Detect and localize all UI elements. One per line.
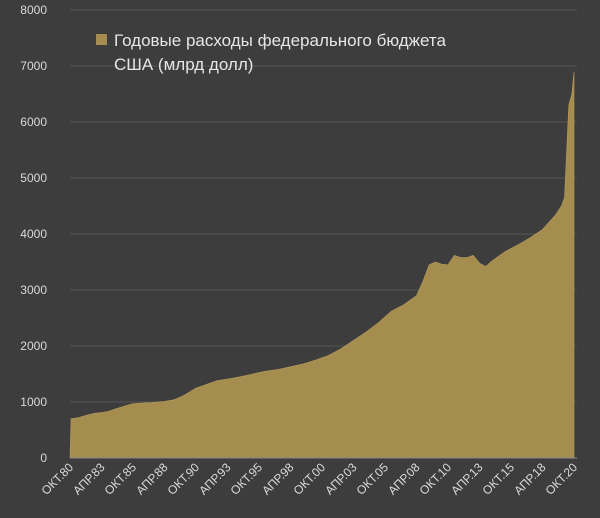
y-tick-label-8000: 8000 xyxy=(20,3,47,17)
x-tick-label-5: АПР.93 xyxy=(196,460,234,498)
y-tick-label-6000: 6000 xyxy=(20,115,47,129)
x-tick-label-12: ОКТ.10 xyxy=(417,460,455,498)
y-tick-label-7000: 7000 xyxy=(20,59,47,73)
x-tick-label-15: АПР.18 xyxy=(511,460,549,498)
y-tick-labels: 0 1000 2000 3000 4000 5000 6000 7000 8000 xyxy=(20,3,47,465)
y-tick-label-2000: 2000 xyxy=(20,339,47,353)
legend-label-line-2: США (млрд долл) xyxy=(114,55,253,74)
x-tick-label-11: АПР.08 xyxy=(385,460,423,498)
x-tick-label-6: ОКТ.95 xyxy=(228,460,266,498)
y-tick-label-3000: 3000 xyxy=(20,283,47,297)
gridlines xyxy=(70,9,577,403)
x-tick-label-4: ОКТ.90 xyxy=(165,460,203,498)
area-spending xyxy=(69,71,575,459)
x-tick-label-8: ОКТ.00 xyxy=(291,460,329,498)
x-tick-label-14: ОКТ.15 xyxy=(480,460,518,498)
legend-swatch xyxy=(96,34,107,45)
legend: Годовые расходы федерального бюджета США… xyxy=(96,31,446,74)
legend-label-line-1: Годовые расходы федерального бюджета xyxy=(114,31,446,50)
y-tick-label-4000: 4000 xyxy=(20,227,47,241)
y-tick-label-0: 0 xyxy=(40,451,47,465)
x-tick-label-13: АПР.13 xyxy=(448,460,486,498)
x-tick-label-9: АПР.03 xyxy=(322,460,360,498)
area-series xyxy=(69,71,575,459)
x-tick-label-7: АПР.98 xyxy=(259,460,297,498)
x-tick-label-0: ОКТ.80 xyxy=(39,460,77,498)
x-tick-label-1: АПР.83 xyxy=(70,460,108,498)
x-tick-label-2: ОКТ.85 xyxy=(102,460,140,498)
y-tick-label-5000: 5000 xyxy=(20,171,47,185)
y-tick-label-1000: 1000 xyxy=(20,395,47,409)
x-tick-labels: ОКТ.80АПР.83ОКТ.85АПР.88ОКТ.90АПР.93ОКТ.… xyxy=(39,460,581,498)
x-tick-label-3: АПР.88 xyxy=(133,460,171,498)
x-tick-label-16: ОКТ.20 xyxy=(543,460,581,498)
x-tick-label-10: ОКТ.05 xyxy=(354,460,392,498)
